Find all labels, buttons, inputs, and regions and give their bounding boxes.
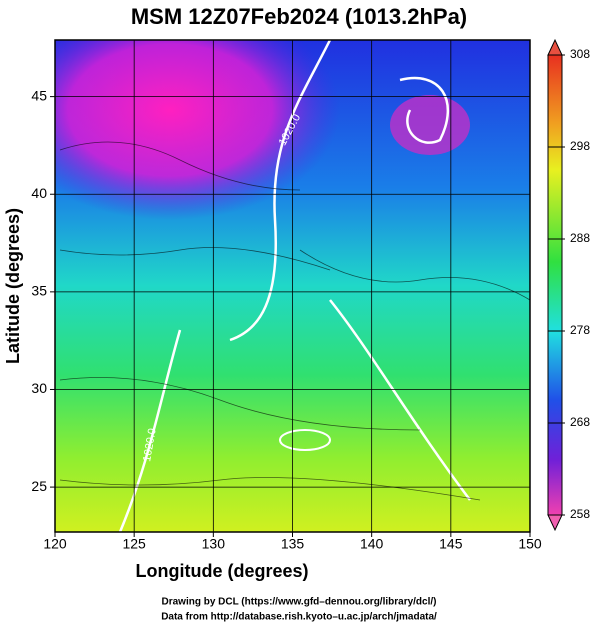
y-tick-label: 35 [31, 283, 47, 299]
x-tick-label: 150 [518, 536, 542, 552]
x-tick-label: 130 [202, 536, 226, 552]
x-tick-label: 140 [360, 536, 384, 552]
colorbar-max-arrow [547, 38, 563, 56]
x-axis-label: Longitude (degrees) [135, 561, 308, 581]
colorbar-tick-label: 288 [570, 231, 590, 245]
colorbar [547, 54, 563, 516]
colorbar-tick-label: 278 [570, 323, 590, 337]
x-tick-label: 145 [439, 536, 463, 552]
y-tick-label: 40 [31, 185, 47, 201]
colorbar-tick-label: 258 [570, 507, 590, 521]
credit: Data from http://database.rish.kyoto–u.a… [161, 612, 437, 623]
map-title: MSM 12Z07Feb2024 (1013.2hPa) [131, 4, 467, 29]
colorbar-min-arrow [547, 514, 563, 532]
credit: Drawing by DCL (https://www.gfd–dennou.o… [161, 597, 436, 608]
x-tick-label: 120 [43, 536, 67, 552]
y-tick-label: 30 [31, 380, 47, 396]
x-tick-label: 135 [281, 536, 305, 552]
x-tick-label: 125 [122, 536, 146, 552]
colorbar-tick-label: 298 [570, 139, 590, 153]
y-axis-label: Latitude (degrees) [3, 208, 23, 364]
colorbar-tick-label: 268 [570, 415, 590, 429]
y-tick-label: 45 [31, 87, 47, 103]
contour-label: 1020.0 [141, 427, 159, 462]
y-tick-label: 25 [31, 478, 47, 494]
colorbar-tick-label: 308 [570, 47, 590, 61]
